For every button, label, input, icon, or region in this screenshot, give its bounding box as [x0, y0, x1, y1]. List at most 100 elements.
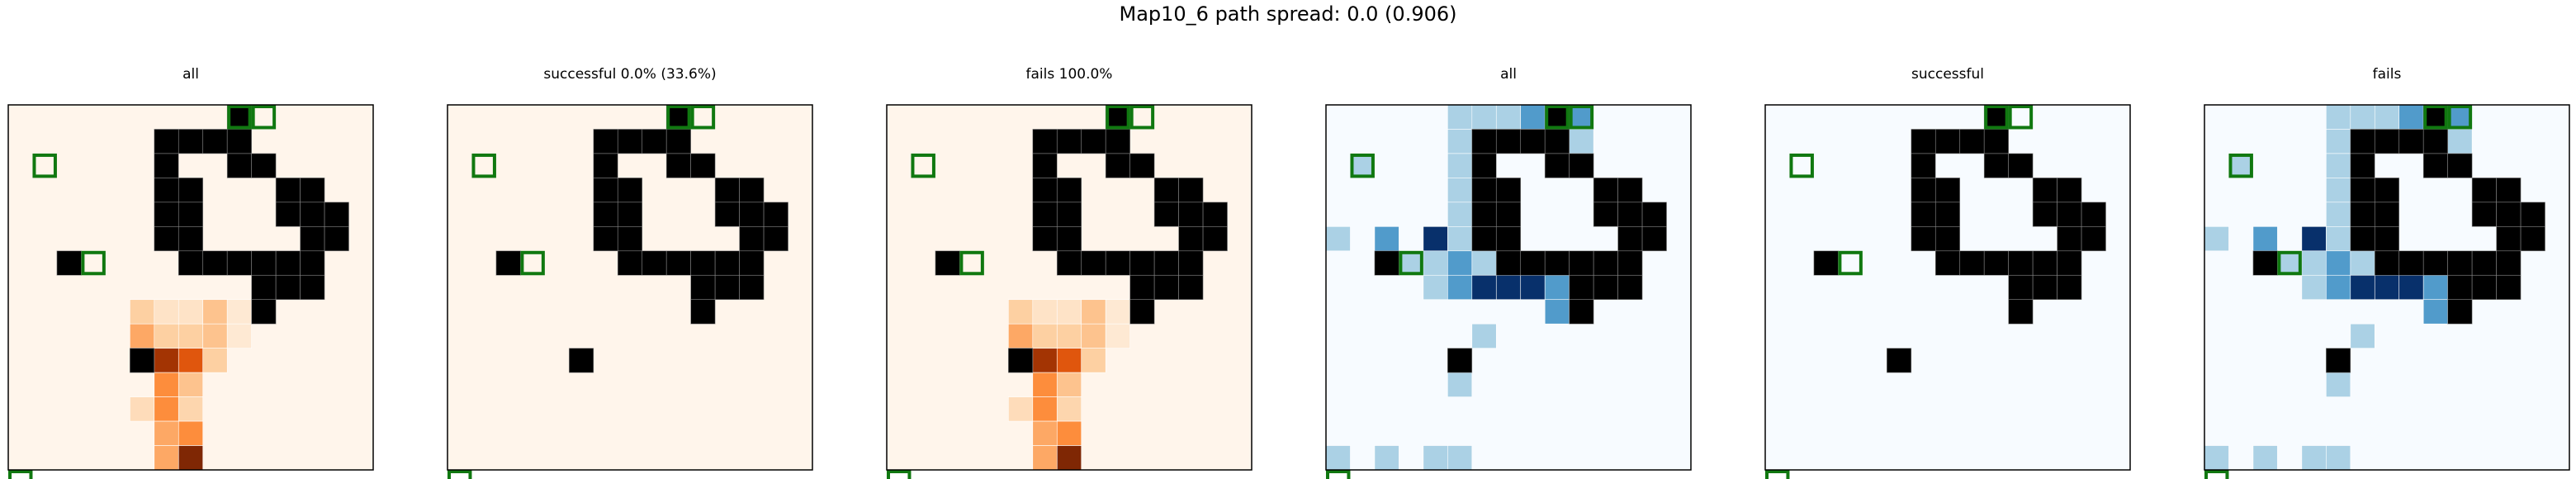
heat-cell — [202, 348, 228, 373]
heat-cell — [154, 372, 179, 397]
goal-marker — [1350, 153, 1375, 178]
heat-cell — [1447, 274, 1473, 301]
wall-cell — [1129, 274, 1155, 301]
goal-marker — [1789, 153, 1814, 178]
heat-cell — [1032, 299, 1058, 325]
wall-cell — [1544, 250, 1570, 276]
wall-cell — [1129, 153, 1155, 178]
heat-cell — [130, 323, 155, 349]
wall-cell — [2057, 250, 2082, 276]
wall-cell — [1520, 129, 1546, 154]
goal-marker — [2447, 105, 2473, 130]
wall-cell — [2350, 202, 2375, 227]
wall-cell — [569, 348, 594, 373]
heat-cell — [226, 299, 252, 325]
heat-cell — [2326, 202, 2351, 227]
heat-cell — [2422, 274, 2448, 301]
wall-cell — [2422, 153, 2448, 178]
wall-cell — [2081, 202, 2106, 227]
wall-cell — [617, 202, 643, 227]
wall-cell — [226, 153, 252, 178]
heat-cell — [2326, 153, 2351, 178]
heat-cell — [178, 372, 204, 397]
heat-cell — [2301, 445, 2327, 471]
wall-cell — [763, 226, 788, 252]
wall-cell — [1813, 250, 1839, 276]
wall-cell — [1934, 226, 1961, 252]
wall-cell — [154, 153, 179, 178]
heat-cell — [1032, 420, 1058, 446]
heat-cell — [178, 299, 204, 325]
heat-cell — [1544, 274, 1570, 301]
heat-cell — [130, 396, 155, 422]
goal-marker — [1106, 105, 1130, 130]
heat-cell — [226, 323, 252, 349]
wall-cell — [2032, 274, 2057, 301]
wall-cell — [1934, 129, 1961, 154]
wall-cell — [1032, 129, 1058, 154]
heat-cell — [2326, 178, 2351, 203]
wall-cell — [617, 250, 643, 276]
wall-cell — [1959, 250, 1985, 276]
heat-cell — [1032, 372, 1058, 397]
goal-marker — [1765, 470, 1790, 479]
wall-cell — [2081, 226, 2106, 252]
panel-frame — [1764, 104, 2131, 471]
heat-cell — [2326, 445, 2351, 471]
wall-cell — [739, 274, 765, 301]
wall-cell — [714, 178, 740, 203]
wall-cell — [1983, 250, 2009, 276]
wall-cell — [154, 178, 179, 203]
wall-cell — [2350, 226, 2375, 252]
wall-cell — [1887, 348, 1912, 373]
heat-cell — [1105, 323, 1130, 349]
wall-cell — [1178, 178, 1204, 203]
wall-cell — [1617, 202, 1643, 227]
goal-marker — [2204, 470, 2229, 479]
heat-cell — [1056, 396, 1082, 422]
wall-cell — [1105, 104, 1130, 130]
wall-cell — [1178, 250, 1204, 276]
wall-cell — [2447, 250, 2473, 276]
heat-cell — [1471, 323, 1497, 349]
wall-cell — [1569, 250, 1594, 276]
wall-cell — [1374, 250, 1399, 276]
wall-cell — [300, 202, 325, 227]
heat-cell — [1081, 299, 1106, 325]
heat-cell — [2204, 445, 2229, 471]
wall-cell — [275, 178, 301, 203]
wall-cell — [495, 250, 521, 276]
goal-marker — [520, 250, 545, 276]
heat-cell — [2326, 250, 2351, 276]
goal-marker — [2228, 153, 2253, 178]
heat-cell — [1495, 274, 1522, 301]
heat-cell — [1325, 445, 1351, 471]
panel-title: all — [1500, 66, 1517, 83]
goal-marker — [959, 250, 984, 276]
heat-cell — [1447, 372, 1473, 397]
wall-cell — [1471, 226, 1497, 252]
heat-cell — [1423, 274, 1448, 301]
heat-cell — [1520, 274, 1546, 301]
heat-cell — [1056, 348, 1082, 373]
wall-cell — [2350, 129, 2375, 154]
wall-cell — [1911, 153, 1936, 178]
goal-marker — [32, 153, 57, 178]
heat-cell — [202, 299, 228, 325]
heat-cell — [2447, 129, 2473, 154]
wall-cell — [593, 226, 618, 252]
wall-cell — [593, 129, 618, 154]
wall-cell — [2374, 202, 2400, 227]
wall-cell — [300, 274, 325, 301]
heat-cell — [154, 396, 179, 422]
wall-cell — [1056, 129, 1082, 154]
wall-cell — [617, 178, 643, 203]
wall-cell — [2008, 274, 2034, 301]
wall-cell — [154, 226, 179, 252]
heat-cell — [1008, 396, 1034, 422]
wall-cell — [714, 250, 740, 276]
wall-cell — [1617, 274, 1643, 301]
wall-cell — [2057, 226, 2082, 252]
wall-cell — [2374, 129, 2400, 154]
wall-cell — [2422, 250, 2448, 276]
